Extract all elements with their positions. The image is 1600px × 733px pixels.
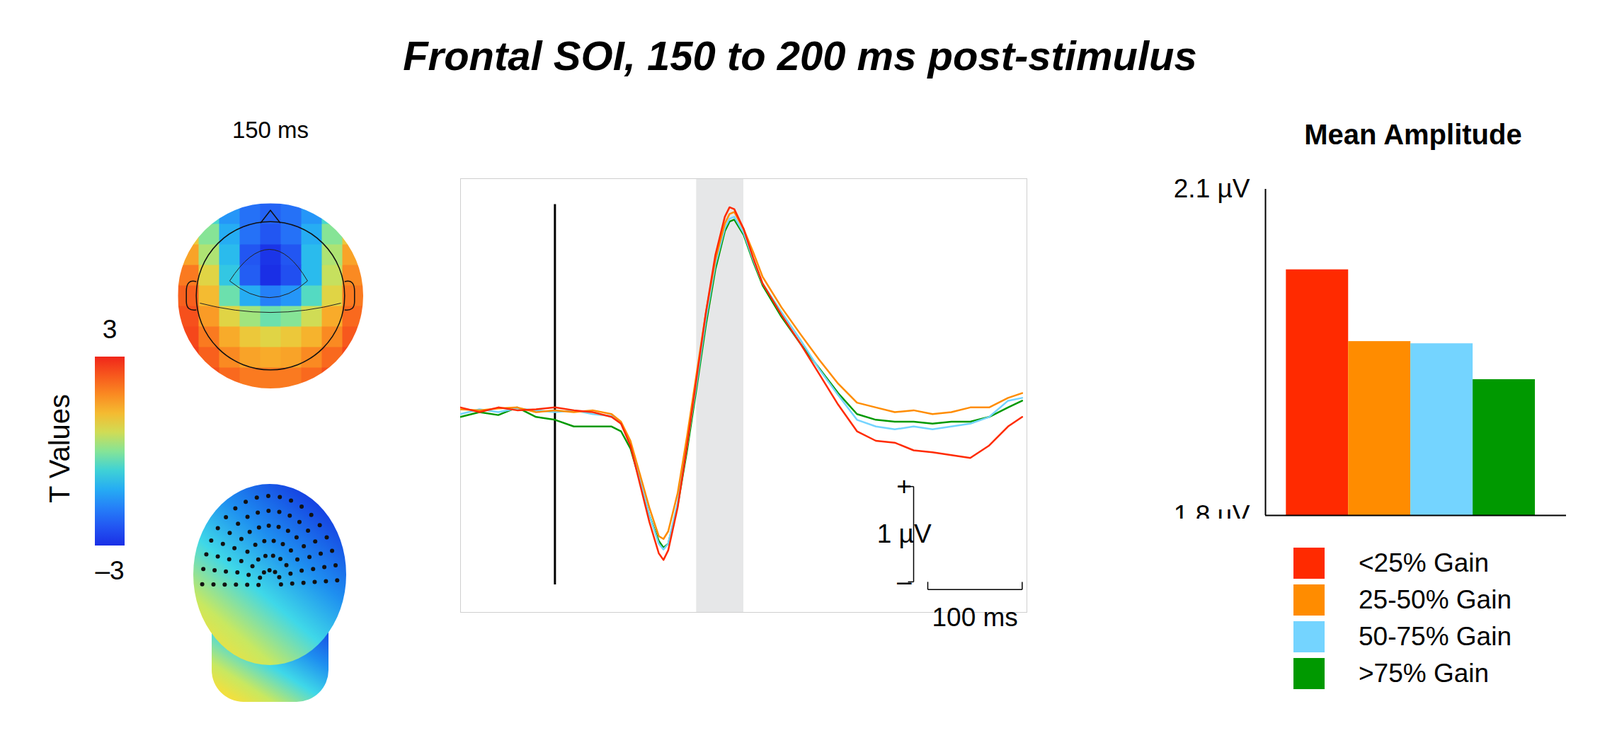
svg-text:100 ms: 100 ms: [931, 603, 1018, 633]
html-text:–3: –3: [95, 556, 125, 586]
html-text:150 ms: 150 ms: [232, 116, 309, 144]
html-text:3: 3: [102, 315, 118, 345]
svg-text:1 µV: 1 µV: [877, 519, 932, 549]
svg-text:2.1 µV: 2.1 µV: [1173, 174, 1251, 204]
html-text:25-50% Gain: 25-50% Gain: [1358, 585, 1512, 615]
svg-text:1.8 µV: 1.8 µV: [1173, 500, 1251, 519]
html-text:>75% Gain: >75% Gain: [1358, 659, 1489, 689]
html-text:T Values: T Values: [43, 394, 76, 504]
html-text:Frontal SOI, 150 to 200 ms pos: Frontal SOI, 150 to 200 ms post-stimulus: [402, 32, 1198, 79]
html-text:<25% Gain: <25% Gain: [1358, 548, 1489, 578]
html-text:50-75% Gain: 50-75% Gain: [1358, 622, 1512, 652]
svg-text:–: –: [896, 567, 912, 597]
html-text:Mean Amplitude: Mean Amplitude: [1304, 118, 1522, 151]
svg-text:+: +: [896, 472, 912, 502]
